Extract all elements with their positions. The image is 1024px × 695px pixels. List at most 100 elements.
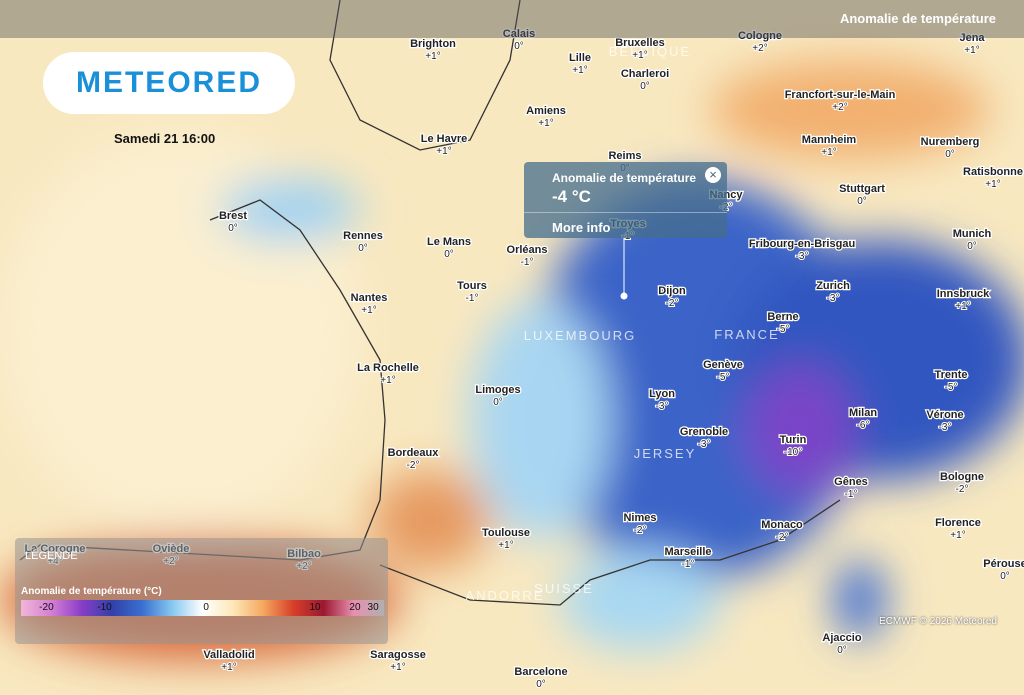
city-value: 0° [1000,571,1010,582]
close-button[interactable]: × [705,167,721,183]
city-value: -2° [634,525,647,536]
city-value: -3° [796,251,809,262]
city-name[interactable]: Bordeaux [386,446,440,461]
city-value: -1° [466,293,479,304]
city-name[interactable]: Calais [502,27,537,42]
city-name[interactable]: Fribourg-en-Brisgau [748,237,857,252]
legend-tick: -20 [39,602,54,613]
city-value: +1° [632,50,647,61]
city-name[interactable]: Monaco [760,518,804,533]
layer-title[interactable]: Anomalie de température [839,11,996,26]
city-name[interactable]: Marseille [663,545,713,560]
city-value: 0° [514,41,524,52]
city-name[interactable]: Bologne [939,470,986,485]
city-value: 0° [228,223,238,234]
city-name[interactable]: Pérouse [982,557,1024,572]
city-name[interactable]: Francfort-sur-le-Main [783,88,896,103]
city-name[interactable]: Ajaccio [821,631,863,646]
city-value: +2° [832,102,847,113]
city-name[interactable]: Limoges [474,383,522,398]
city-value: -5° [945,382,958,393]
city-name[interactable]: Florence [934,516,982,531]
city-name[interactable]: Le Havre [420,132,469,147]
city-name[interactable]: Stuttgart [838,182,887,197]
city-name[interactable]: Barcelone [513,665,569,680]
city-value: +1° [221,662,236,673]
city-value: -3° [939,422,952,433]
date: Samedi 21 16:00 [114,131,216,146]
city-name[interactable]: Rennes [342,229,384,244]
city-name[interactable]: Grenoble [679,425,730,440]
country-label: LUXEMBOURG [524,328,636,343]
city-value: -1° [682,559,695,570]
legend-tick: 0 [203,602,209,613]
city-name[interactable]: Zurich [815,279,851,294]
country-label: FRANCE [714,327,779,342]
city-name[interactable]: Innsbruck [935,287,991,302]
logo[interactable]: METEORED [43,52,295,114]
legend: LÉGENDE Anomalie de température (°C) -20… [15,538,388,644]
city-name[interactable]: Saragosse [369,648,427,663]
city-name[interactable]: Brighton [409,37,458,52]
legend-tick: 20 [349,602,361,613]
city-value: -10° [784,447,802,458]
city-name[interactable]: Berne [766,310,800,325]
city-name[interactable]: Lyon [648,387,677,402]
city-name[interactable]: Lille [568,51,593,66]
city-value: 0° [536,679,546,690]
city-value: +1° [538,118,553,129]
city-name[interactable]: Munich [952,227,993,242]
city-value: -1° [845,489,858,500]
city-name[interactable]: Valladolid [202,648,256,663]
city-name[interactable]: Cologne [737,29,784,44]
city-name[interactable]: Brest [218,209,249,224]
city-value: +1° [425,51,440,62]
city-name[interactable]: Nuremberg [919,135,980,150]
city-name[interactable]: Bruxelles [614,36,666,51]
city-name[interactable]: Genève [702,358,744,373]
city-value: 0° [444,249,454,260]
city-name[interactable]: Amiens [525,104,567,119]
city-name[interactable]: Reims [607,149,643,164]
city-value: +1° [380,375,395,386]
city-name[interactable]: Charleroi [620,67,671,82]
city-name[interactable]: Jena [958,31,986,46]
city-name[interactable]: Le Mans [426,235,473,250]
city-name[interactable]: Milan [848,406,879,421]
city-value: +1° [821,147,836,158]
legend-tick: 10 [309,602,321,613]
info-popup: Anomalie de température -4 °C More info … [524,162,727,238]
city-value: -3° [698,439,711,450]
city-value: -5° [777,324,790,335]
city-name[interactable]: Trente [933,368,969,383]
city-value: +1° [361,305,376,316]
city-value: +1° [390,662,405,673]
city-value: 0° [857,196,867,207]
more-info-link[interactable]: More info [552,220,611,235]
city-value: -6° [857,420,870,431]
city-name[interactable]: Tours [456,279,488,294]
city-name[interactable]: Vérone [925,408,965,423]
city-name[interactable]: Ratisbonne [962,165,1024,180]
city-value: +1° [498,540,513,551]
city-name[interactable]: Nantes [349,291,388,306]
city-name[interactable]: Dijon [657,284,687,299]
city-name[interactable]: Gênes [833,475,869,490]
city-name[interactable]: Toulouse [481,526,532,541]
country-label: BELGIQUE [609,44,691,59]
city-value: +1° [572,65,587,76]
credit: ECMWF © 2026 Meteored [879,616,997,627]
city-value: 0° [837,645,847,656]
legend-tick: -10 [97,602,112,613]
city-value: +1° [955,301,970,312]
city-name[interactable]: Mannheim [801,133,858,148]
city-name[interactable]: Orléans [505,243,548,258]
city-value: -3° [656,401,669,412]
city-value: 0° [967,241,977,252]
country-label: SUISSE [534,581,594,596]
country-label: ANDORRE [465,588,544,603]
city-name[interactable]: Nimes [622,511,658,526]
city-name[interactable]: Turin [778,433,807,448]
city-name[interactable]: La Rochelle [356,361,420,376]
city-value: -3° [827,293,840,304]
